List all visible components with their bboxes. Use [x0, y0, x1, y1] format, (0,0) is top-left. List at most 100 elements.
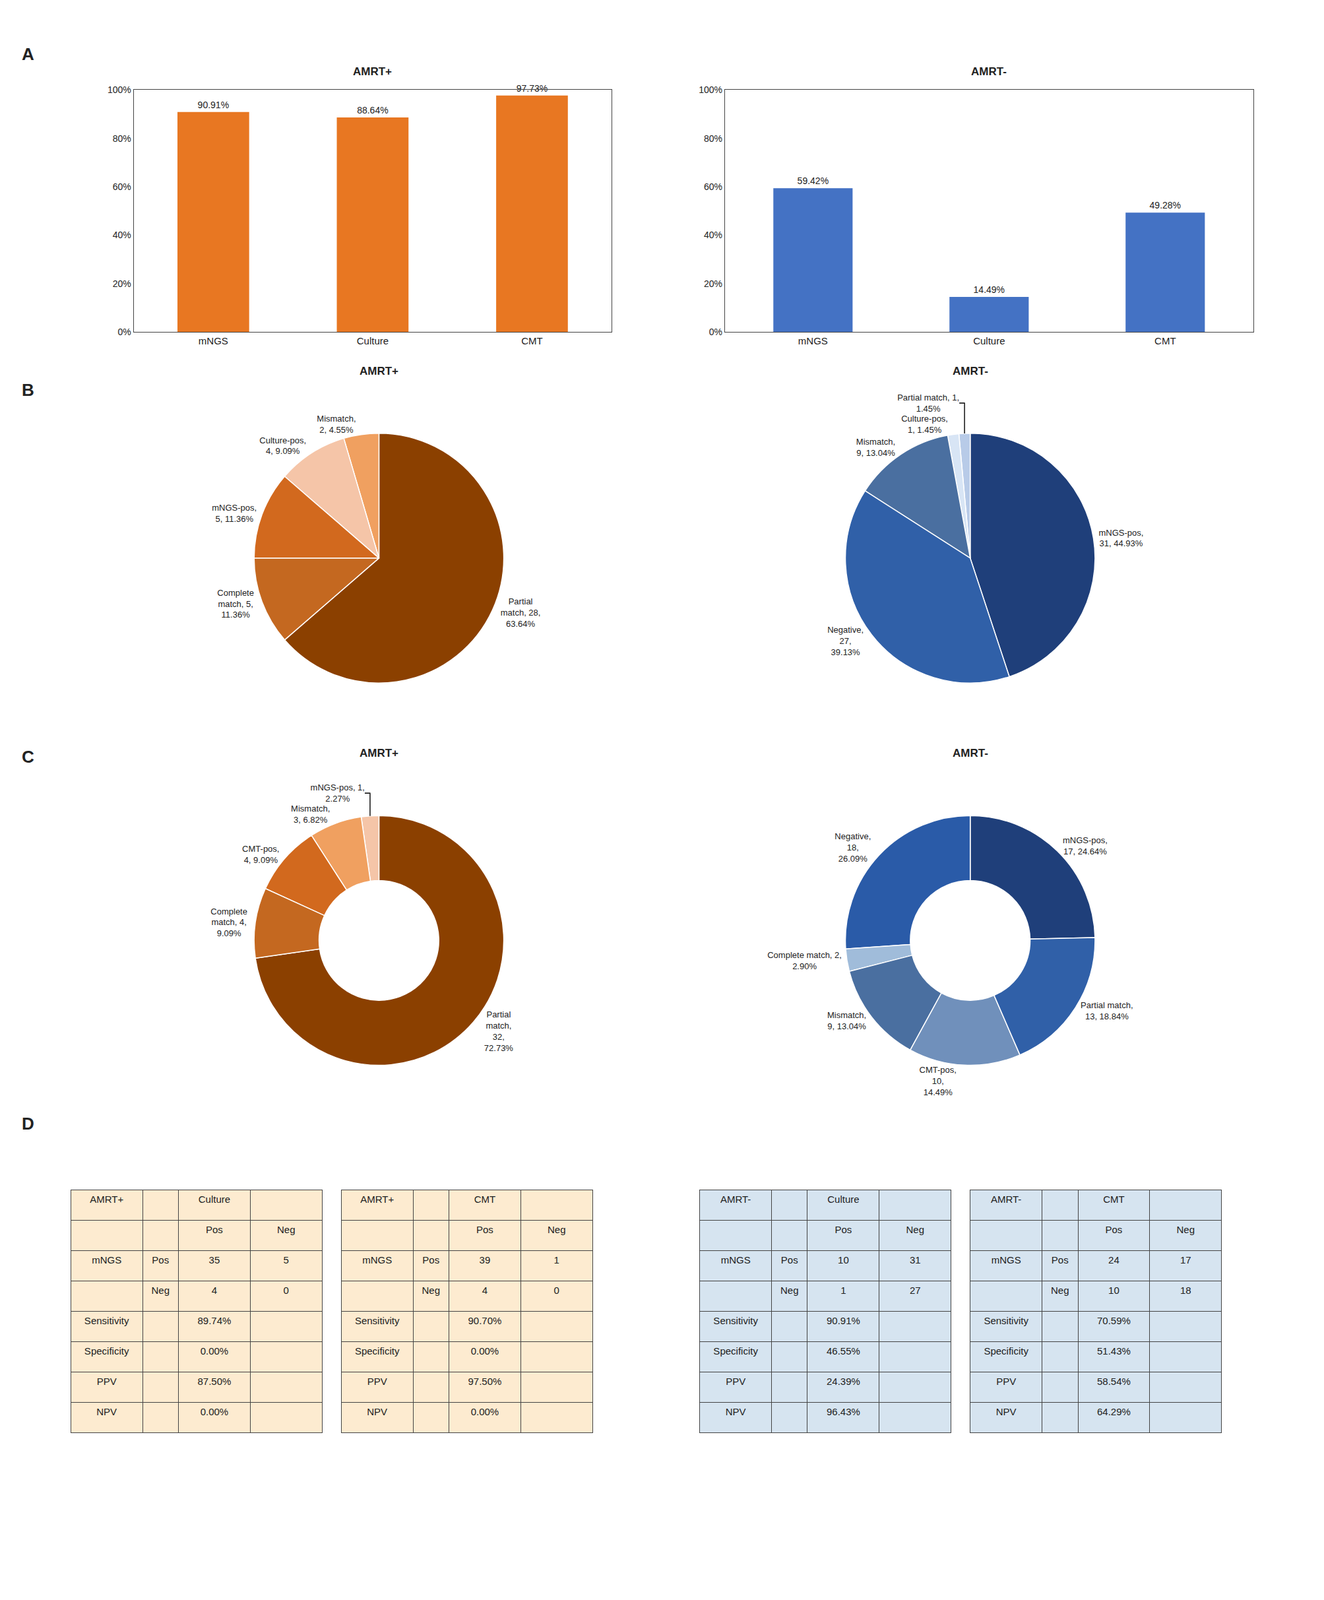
svg-text:10: 10 [1108, 1284, 1120, 1296]
svg-text:mNGS: mNGS [721, 1254, 751, 1266]
svg-text:CMT: CMT [474, 1193, 497, 1205]
svg-text:Partial match,13, 18.84%: Partial match,13, 18.84% [1080, 1000, 1133, 1022]
svg-text:mNGS-pos,31, 44.93%: mNGS-pos,31, 44.93% [1098, 527, 1144, 549]
svg-text:NPV: NPV [996, 1405, 1017, 1418]
svg-text:1: 1 [840, 1284, 846, 1296]
svg-text:Mismatch,9, 13.04%: Mismatch,9, 13.04% [827, 1009, 867, 1032]
svg-text:Neg: Neg [1176, 1223, 1196, 1235]
svg-text:NPV: NPV [366, 1405, 388, 1418]
svg-text:90.91%: 90.91% [197, 99, 229, 111]
svg-text:Culture: Culture [827, 1193, 859, 1205]
svg-text:NPV: NPV [96, 1405, 117, 1418]
svg-text:Culture: Culture [973, 335, 1005, 347]
svg-text:AMRT-: AMRT- [971, 65, 1007, 78]
svg-text:Culture-pos,1, 1.45%: Culture-pos,1, 1.45% [901, 413, 948, 435]
svg-text:Sensitivity: Sensitivity [84, 1314, 130, 1326]
svg-text:80%: 80% [112, 133, 132, 144]
svg-text:27: 27 [909, 1284, 921, 1296]
svg-text:Neg: Neg [151, 1284, 171, 1296]
svg-text:Partial match, 1,1.45%: Partial match, 1,1.45% [897, 392, 960, 414]
svg-text:Pos: Pos [834, 1223, 852, 1235]
svg-text:Completematch, 5,11.36%: Completematch, 5,11.36% [217, 587, 254, 621]
svg-text:D: D [21, 1113, 35, 1134]
svg-text:mNGS-pos,17, 24.64%: mNGS-pos,17, 24.64% [1062, 835, 1108, 857]
svg-text:Neg: Neg [780, 1284, 799, 1296]
svg-text:Pos: Pos [781, 1254, 799, 1266]
svg-text:mNGS: mNGS [91, 1254, 122, 1266]
svg-text:39: 39 [479, 1254, 491, 1266]
svg-text:Sensitivity: Sensitivity [983, 1314, 1029, 1326]
svg-text:97.73%: 97.73% [516, 83, 548, 94]
svg-text:40%: 40% [112, 229, 132, 241]
svg-text:CMT: CMT [1154, 335, 1177, 347]
svg-text:0: 0 [554, 1284, 560, 1296]
svg-text:80%: 80% [703, 133, 723, 144]
svg-text:NPV: NPV [725, 1405, 747, 1418]
svg-text:Culture-pos,4, 9.09%: Culture-pos,4, 9.09% [259, 435, 307, 457]
svg-text:Pos: Pos [1051, 1254, 1069, 1266]
svg-text:AMRT-: AMRT- [990, 1193, 1022, 1205]
svg-text:14.49%: 14.49% [973, 284, 1005, 295]
svg-text:Sensitivity: Sensitivity [713, 1314, 758, 1326]
svg-text:Specificity: Specificity [354, 1345, 400, 1357]
svg-text:Sensitivity: Sensitivity [354, 1314, 400, 1326]
svg-text:0.00%: 0.00% [200, 1405, 229, 1418]
svg-text:0%: 0% [709, 326, 723, 338]
svg-text:90.70%: 90.70% [467, 1314, 502, 1326]
svg-text:Neg: Neg [277, 1223, 296, 1235]
svg-text:AMRT+: AMRT+ [352, 65, 392, 78]
svg-text:Neg: Neg [547, 1223, 567, 1235]
svg-text:AMRT-: AMRT- [720, 1193, 751, 1205]
svg-text:Negative,27,39.13%: Negative,27,39.13% [827, 624, 864, 658]
svg-text:CMT: CMT [521, 335, 543, 347]
svg-text:AMRT-: AMRT- [952, 746, 989, 760]
svg-text:Complete match, 2,2.90%: Complete match, 2,2.90% [767, 949, 842, 972]
svg-text:4: 4 [482, 1284, 488, 1296]
svg-text:CMT-pos,4, 9.09%: CMT-pos,4, 9.09% [242, 843, 280, 865]
svg-text:mNGS: mNGS [362, 1254, 392, 1266]
svg-text:mNGS: mNGS [198, 335, 229, 347]
svg-text:31: 31 [909, 1254, 921, 1266]
svg-text:mNGS: mNGS [991, 1254, 1022, 1266]
svg-text:46.55%: 46.55% [826, 1345, 861, 1357]
svg-text:PPV: PPV [96, 1375, 117, 1387]
svg-text:Pos: Pos [422, 1254, 440, 1266]
svg-text:51.43%: 51.43% [1097, 1345, 1131, 1357]
svg-text:24.39%: 24.39% [826, 1375, 861, 1387]
svg-text:70.59%: 70.59% [1097, 1314, 1131, 1326]
svg-text:Neg: Neg [422, 1284, 441, 1296]
svg-text:49.28%: 49.28% [1149, 199, 1181, 211]
svg-text:Specificity: Specificity [983, 1345, 1029, 1357]
svg-text:AMRT+: AMRT+ [359, 364, 399, 378]
svg-text:58.54%: 58.54% [1097, 1375, 1131, 1387]
svg-text:5: 5 [283, 1254, 289, 1266]
svg-text:Culture: Culture [356, 335, 389, 347]
svg-text:AMRT+: AMRT+ [360, 1193, 394, 1205]
svg-text:Mismatch,2, 4.55%: Mismatch,2, 4.55% [316, 413, 356, 435]
svg-text:AMRT+: AMRT+ [359, 746, 399, 760]
svg-text:96.43%: 96.43% [826, 1405, 861, 1418]
svg-text:mNGS-pos,5, 11.36%: mNGS-pos,5, 11.36% [211, 502, 257, 524]
svg-text:18: 18 [1180, 1284, 1192, 1296]
svg-text:Mismatch,9, 13.04%: Mismatch,9, 13.04% [856, 436, 896, 458]
svg-text:90.91%: 90.91% [826, 1314, 861, 1326]
svg-text:Specificity: Specificity [84, 1345, 130, 1357]
svg-text:89.74%: 89.74% [197, 1314, 231, 1326]
svg-text:Pos: Pos [1104, 1223, 1123, 1235]
svg-text:Pos: Pos [151, 1254, 169, 1266]
svg-text:0.00%: 0.00% [200, 1345, 229, 1357]
svg-text:Partialmatch, 28,63.64%: Partialmatch, 28,63.64% [500, 596, 541, 629]
svg-text:40%: 40% [703, 229, 723, 241]
svg-text:AMRT+: AMRT+ [89, 1193, 124, 1205]
svg-text:PPV: PPV [367, 1375, 388, 1387]
svg-text:Negative,18,26.09%: Negative,18,26.09% [834, 831, 871, 864]
svg-text:1: 1 [554, 1254, 560, 1266]
svg-text:CMT-pos,10,14.49%: CMT-pos,10,14.49% [919, 1064, 957, 1098]
svg-text:Mismatch,3, 6.82%: Mismatch,3, 6.82% [290, 803, 330, 825]
svg-text:A: A [21, 44, 35, 64]
svg-text:0.00%: 0.00% [471, 1405, 500, 1418]
svg-text:4: 4 [211, 1284, 218, 1296]
svg-text:0.00%: 0.00% [471, 1345, 500, 1357]
svg-text:Neg: Neg [1050, 1284, 1070, 1296]
svg-text:PPV: PPV [725, 1375, 746, 1387]
